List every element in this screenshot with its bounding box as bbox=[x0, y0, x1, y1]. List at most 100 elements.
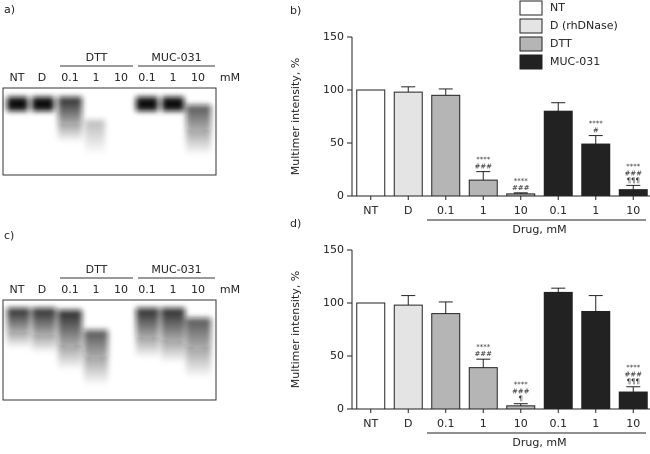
x-axis-label: Drug, mM bbox=[512, 223, 566, 236]
bar bbox=[618, 391, 648, 410]
y-tick-label: 0 bbox=[337, 189, 344, 202]
x-tick-label: 0.1 bbox=[550, 417, 568, 430]
x-tick-label: 0.1 bbox=[437, 417, 455, 430]
bar bbox=[393, 304, 423, 410]
significance: **** bbox=[626, 364, 641, 372]
significance: ¶ bbox=[519, 395, 523, 403]
x-tick-label: 1 bbox=[480, 204, 487, 217]
lane-label: 1 bbox=[170, 283, 177, 296]
lane-label: 0.1 bbox=[61, 71, 79, 84]
lane-label: 1 bbox=[170, 71, 177, 84]
gel-bands bbox=[7, 97, 211, 155]
y-tick-label: 50 bbox=[330, 136, 344, 149]
significance: **** bbox=[514, 177, 529, 185]
legend-label: MUC-031 bbox=[550, 55, 600, 68]
bar bbox=[581, 310, 611, 410]
group-label: MUC-031 bbox=[151, 51, 201, 64]
panel-label: b) bbox=[290, 4, 301, 17]
x-tick-label: 10 bbox=[626, 417, 640, 430]
x-tick-label: 0.1 bbox=[550, 204, 568, 217]
group-label: MUC-031 bbox=[151, 263, 201, 276]
significance: # bbox=[593, 127, 599, 135]
lane-label: D bbox=[38, 283, 46, 296]
x-tick-label: 10 bbox=[514, 417, 528, 430]
lane-label: 0.1 bbox=[138, 71, 156, 84]
lane-label: 10 bbox=[114, 283, 128, 296]
y-tick-label: 100 bbox=[323, 296, 344, 309]
bar bbox=[618, 189, 648, 197]
x-tick-label: NT bbox=[363, 204, 378, 217]
significance: ### bbox=[474, 163, 492, 171]
significance: **** bbox=[626, 162, 641, 170]
bar bbox=[431, 313, 461, 410]
bar bbox=[356, 302, 386, 410]
bar bbox=[506, 193, 536, 197]
legend-label: DTT bbox=[550, 37, 572, 50]
x-tick-label: 1 bbox=[480, 417, 487, 430]
gel-panel bbox=[2, 87, 217, 176]
bar bbox=[393, 91, 423, 197]
significance: **** bbox=[514, 381, 529, 389]
x-tick-label: NT bbox=[363, 417, 378, 430]
x-tick-label: 0.1 bbox=[437, 204, 455, 217]
bar bbox=[543, 291, 573, 410]
bar bbox=[468, 179, 498, 197]
panel-label: d) bbox=[290, 217, 301, 230]
y-axis-label: Multimer intensity, % bbox=[289, 271, 302, 389]
significance: ### bbox=[474, 350, 492, 358]
x-tick-label: 10 bbox=[514, 204, 528, 217]
lane-label: 10 bbox=[191, 71, 205, 84]
y-tick-label: 100 bbox=[323, 83, 344, 96]
y-tick-label: 150 bbox=[323, 243, 344, 256]
legend-label: NT bbox=[550, 1, 565, 14]
lane-label: 1 bbox=[93, 283, 100, 296]
significance: ¶¶¶ bbox=[627, 176, 640, 184]
significance: ### bbox=[512, 388, 530, 396]
panel-label: c) bbox=[4, 229, 14, 242]
bar bbox=[468, 367, 498, 410]
bar bbox=[356, 89, 386, 197]
bar bbox=[431, 94, 461, 197]
y-tick-label: 0 bbox=[337, 402, 344, 415]
bar bbox=[543, 110, 573, 197]
significance: **** bbox=[476, 156, 491, 164]
significance: **** bbox=[589, 120, 604, 128]
lane-label: NT bbox=[10, 283, 25, 296]
lane-label: NT bbox=[10, 71, 25, 84]
lane-label: D bbox=[38, 71, 46, 84]
x-tick-label: 1 bbox=[592, 417, 599, 430]
y-tick-label: 150 bbox=[323, 30, 344, 43]
significance: ¶¶¶ bbox=[627, 378, 640, 386]
panel-label: a) bbox=[4, 3, 15, 16]
y-tick-label: 50 bbox=[330, 349, 344, 362]
group-label: DTT bbox=[86, 263, 108, 276]
gel-bands bbox=[7, 308, 211, 385]
x-axis-label: Drug, mM bbox=[512, 436, 566, 449]
significance: ### bbox=[624, 169, 642, 177]
significance: **** bbox=[476, 343, 491, 351]
legend-label: D (rhDNase) bbox=[550, 19, 618, 32]
bar bbox=[506, 405, 536, 410]
x-tick-label: D bbox=[404, 417, 412, 430]
x-tick-label: 10 bbox=[626, 204, 640, 217]
unit-label: mM bbox=[220, 283, 240, 296]
legend-swatch bbox=[519, 36, 543, 52]
legend-swatch bbox=[519, 18, 543, 34]
x-tick-label: 1 bbox=[592, 204, 599, 217]
lane-label: 0.1 bbox=[138, 283, 156, 296]
gel-panel bbox=[2, 299, 217, 401]
legend-swatch bbox=[519, 54, 543, 70]
lane-label: 10 bbox=[191, 283, 205, 296]
x-tick-label: D bbox=[404, 204, 412, 217]
significance: ### bbox=[624, 371, 642, 379]
significance: ### bbox=[512, 184, 530, 192]
lane-label: 0.1 bbox=[61, 283, 79, 296]
lane-label: 10 bbox=[114, 71, 128, 84]
unit-label: mM bbox=[220, 71, 240, 84]
group-label: DTT bbox=[86, 51, 108, 64]
lane-label: 1 bbox=[93, 71, 100, 84]
y-axis-label: Multimer intensity, % bbox=[289, 58, 302, 176]
bar bbox=[581, 143, 611, 197]
legend-swatch bbox=[519, 0, 543, 16]
